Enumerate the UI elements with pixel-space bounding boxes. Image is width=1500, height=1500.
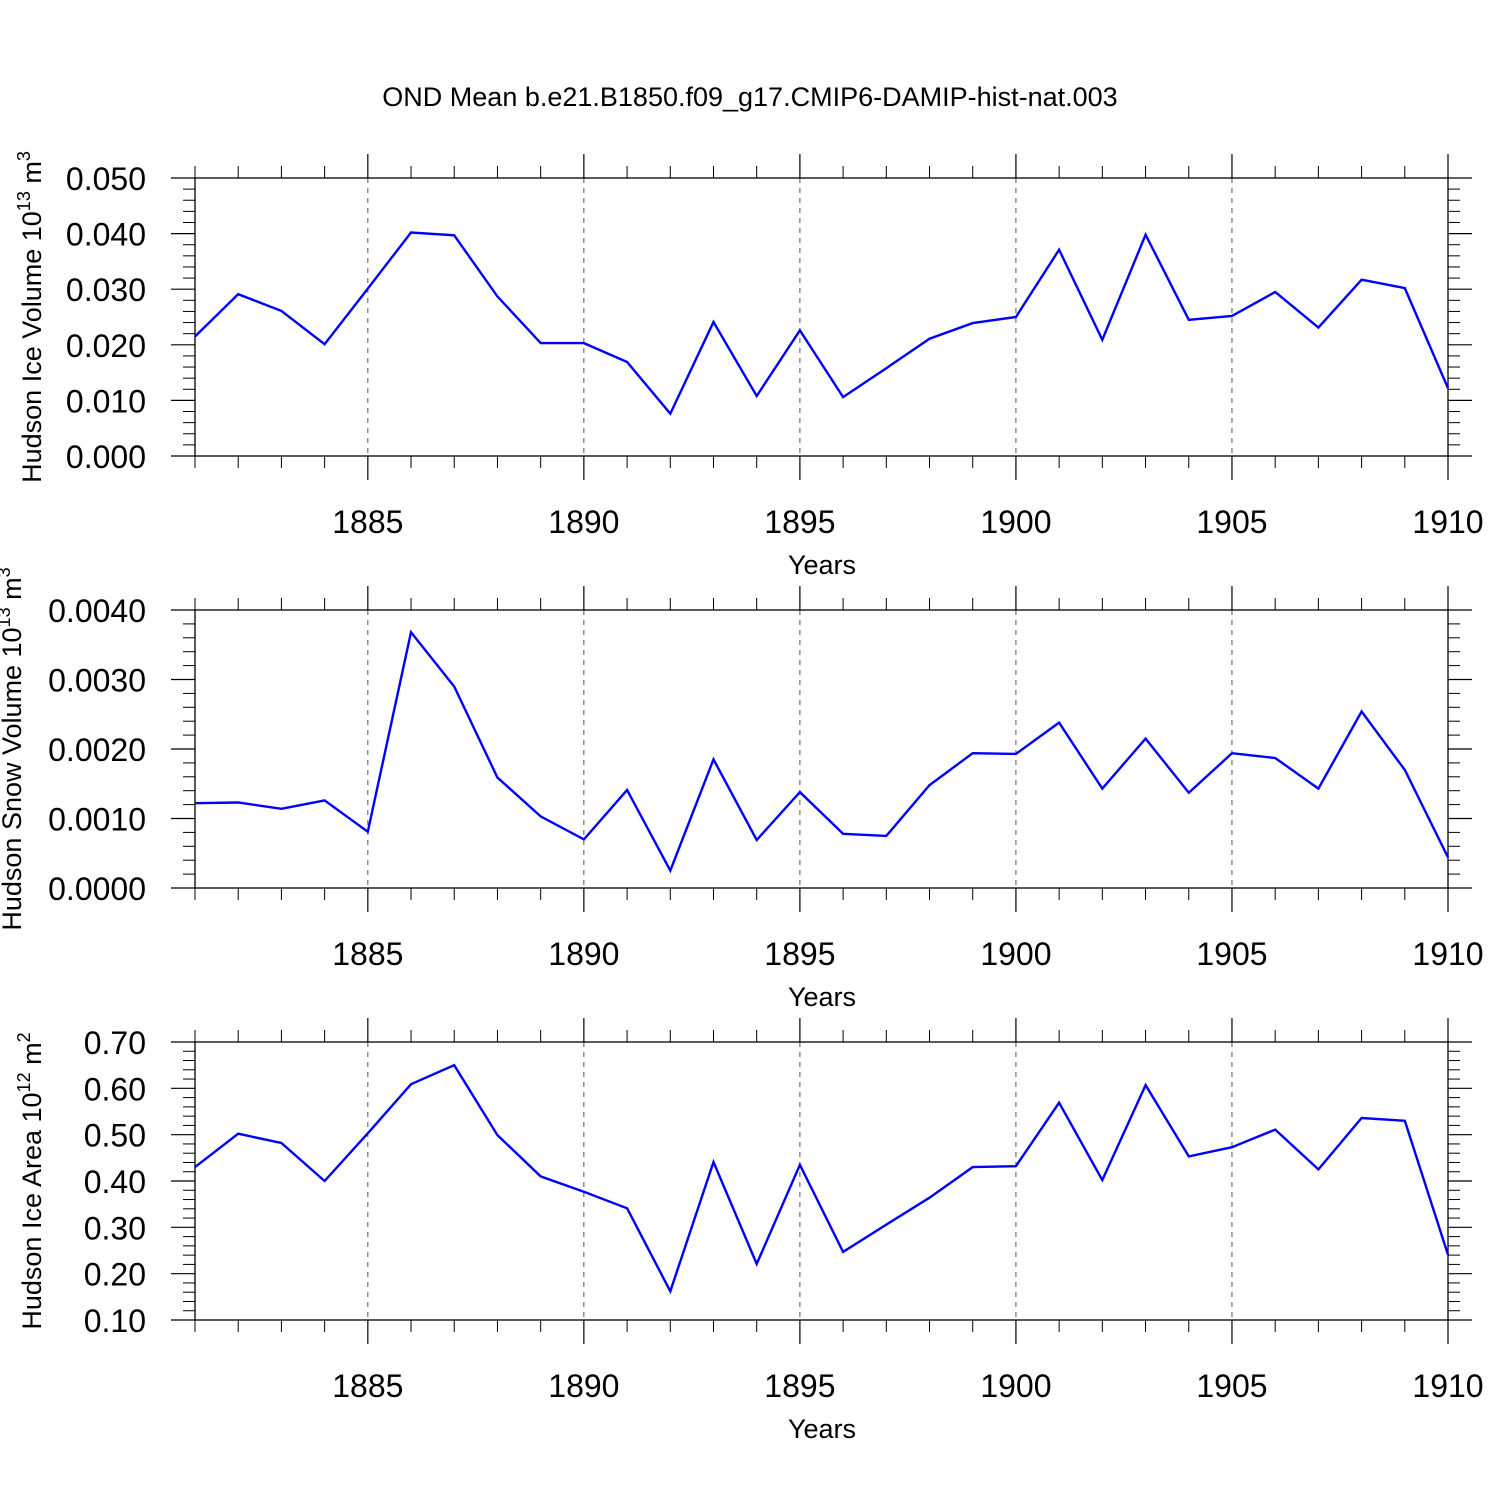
y-tick-label: 0.10 (84, 1303, 146, 1339)
y-axis-label: Hudson Snow Volume 1013 m3 (0, 567, 27, 930)
x-tick-label: 1900 (980, 936, 1051, 972)
y-tick-label: 0.040 (66, 217, 146, 253)
panel-3: 1885 1890 1895 1900 1905 1910 0.10 0.20 0.30 0.40… (14, 1018, 1484, 1444)
y-tick-label: 0.000 (66, 439, 146, 475)
x-tick-label: 1895 (764, 936, 835, 972)
y-tick-label: 0.20 (84, 1257, 146, 1293)
x-tick-label: 1885 (332, 1368, 403, 1404)
figure-title: OND Mean b.e21.B1850.f09_g17.CMIP6-DAMIP… (382, 82, 1117, 112)
x-tick-label: 1905 (1196, 936, 1267, 972)
x-tick-label: 1905 (1196, 504, 1267, 540)
x-tick-label: 1900 (980, 1368, 1051, 1404)
x-tick-label: 1885 (332, 936, 403, 972)
y-tick-label: 0.0010 (48, 802, 146, 838)
y-tick-label: 0.030 (66, 272, 146, 308)
x-tick-label: 1895 (764, 1368, 835, 1404)
y-tick-label: 0.050 (66, 161, 146, 197)
x-tick-label: 1885 (332, 504, 403, 540)
plot-frame (194, 1041, 1449, 1321)
x-tick-label: 1905 (1196, 1368, 1267, 1404)
panel-2: 1885 1890 1895 1900 1905 1910 0.0000 0.0010 0.00… (0, 567, 1484, 1012)
panel-1: 1885 1890 1895 1900 1905 1910 0.000 0.010 0.020 0… (14, 151, 1484, 580)
x-tick-label: 1890 (548, 1368, 619, 1404)
y-axis-label: Hudson Ice Volume 1013 m3 (14, 151, 47, 483)
plot-panels: 1885 1890 1895 1900 1905 1910 0.000 0.010 0.020 0… (0, 151, 1484, 1444)
y-tick-label: 0.50 (84, 1118, 146, 1154)
x-tick-label: 1910 (1412, 1368, 1483, 1404)
x-tick-label: 1890 (548, 936, 619, 972)
plot-frame (194, 609, 1449, 889)
y-tick-label: 0.0040 (48, 593, 146, 629)
x-tick-label: 1890 (548, 504, 619, 540)
y-tick-label: 0.0020 (48, 732, 146, 768)
series-line (194, 1063, 1450, 1295)
y-tick-label: 0.60 (84, 1071, 146, 1107)
series-line (194, 629, 1450, 874)
plot-frame (194, 177, 1449, 457)
y-tick-label: 0.30 (84, 1210, 146, 1246)
x-axis-label: Years (788, 1414, 856, 1444)
x-axis-label: Years (788, 982, 856, 1012)
y-tick-label: 0.70 (84, 1025, 146, 1061)
x-tick-label: 1910 (1412, 936, 1483, 972)
y-tick-label: 0.0000 (48, 871, 146, 907)
series-line (194, 231, 1450, 416)
x-axis-label: Years (788, 550, 856, 580)
y-axis-label: Hudson Ice Area 1012 m2 (14, 1032, 47, 1329)
y-tick-label: 0.40 (84, 1164, 146, 1200)
x-tick-label: 1900 (980, 504, 1051, 540)
y-tick-label: 0.020 (66, 328, 146, 364)
y-tick-label: 0.0030 (48, 663, 146, 699)
y-tick-label: 0.010 (66, 383, 146, 419)
x-tick-label: 1910 (1412, 504, 1483, 540)
x-tick-label: 1895 (764, 504, 835, 540)
